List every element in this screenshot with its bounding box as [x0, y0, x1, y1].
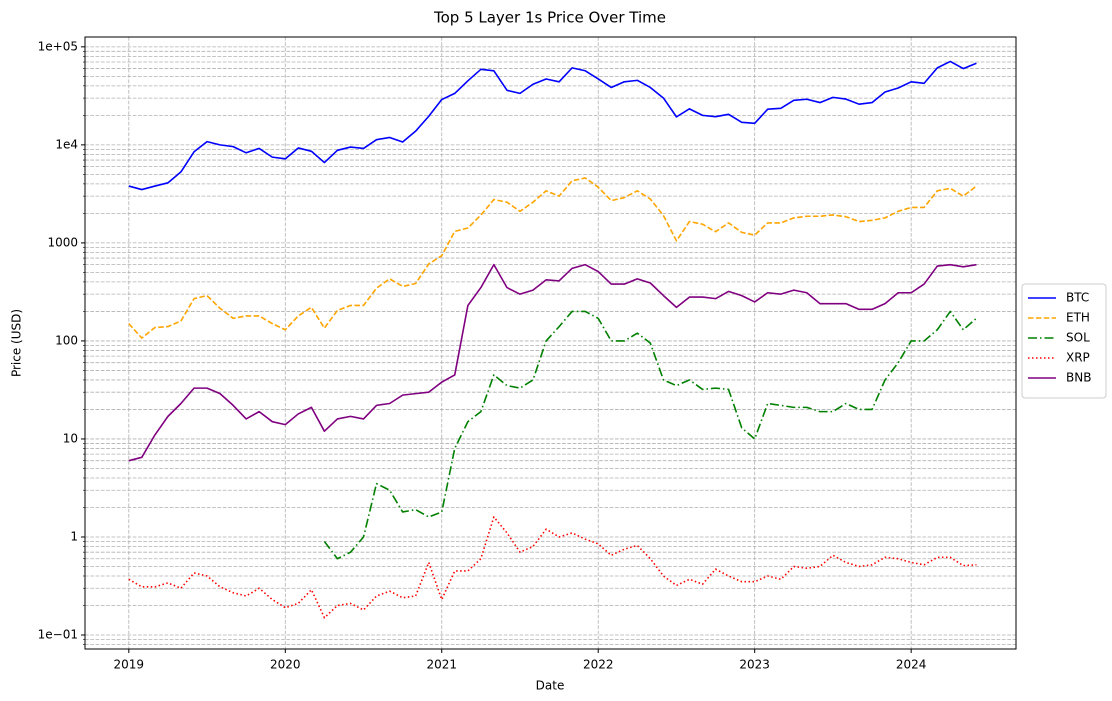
- plot-frame: [84, 36, 1017, 650]
- y-tick-label: 1e−01: [38, 628, 78, 642]
- y-tick-label: 100: [55, 333, 78, 347]
- y-axis-label: Price (USD): [10, 309, 24, 377]
- legend-box: [1021, 283, 1107, 399]
- series-line: [128, 516, 977, 619]
- legend-label: BNB: [1066, 371, 1091, 385]
- legend-label: SOL: [1066, 331, 1090, 345]
- x-tick-label: 2021: [426, 658, 457, 672]
- x-tick-label: 2024: [896, 658, 927, 672]
- legend-label: XRP: [1066, 351, 1090, 365]
- series-line: [128, 263, 977, 462]
- y-tick-label: 1e4: [55, 137, 78, 151]
- chart-title: Top 5 Layer 1s Price Over Time: [433, 9, 666, 27]
- x-tick-label: 2019: [114, 658, 145, 672]
- x-tick-label: 2023: [739, 658, 770, 672]
- series-line: [128, 60, 977, 191]
- y-tick-label: 1e+05: [38, 39, 78, 53]
- y-tick-label: 1000: [47, 235, 78, 249]
- x-tick-label: 2020: [270, 658, 301, 672]
- y-tick-label: 10: [63, 431, 78, 445]
- x-tick-label: 2022: [583, 658, 614, 672]
- y-tick-label: 1: [70, 529, 78, 543]
- x-axis-label: Date: [536, 679, 565, 693]
- legend-label: ETH: [1066, 311, 1090, 325]
- series-line: [323, 310, 977, 560]
- series-line: [128, 177, 977, 339]
- legend-label: BTC: [1066, 291, 1089, 305]
